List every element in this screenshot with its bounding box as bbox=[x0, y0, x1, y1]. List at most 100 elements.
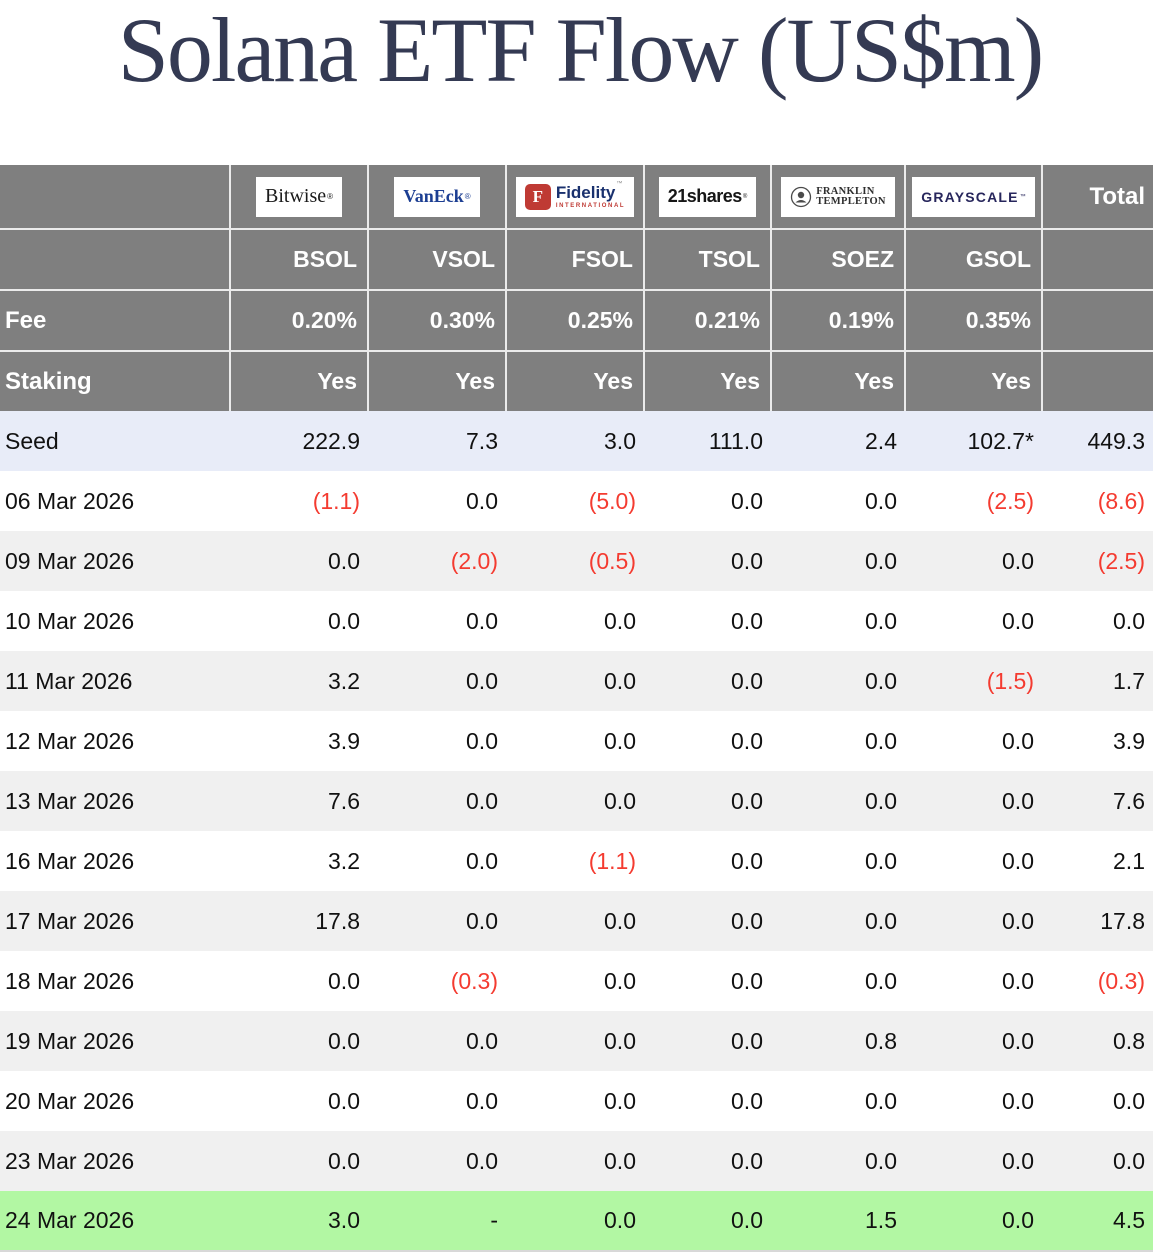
fidelity-f-icon: F bbox=[524, 183, 551, 210]
logo-text: Bitwise bbox=[264, 185, 327, 207]
value-cell: 0.0 bbox=[771, 831, 905, 891]
value-cell: 0.0 bbox=[644, 891, 771, 951]
value-cell: 0.0 bbox=[644, 471, 771, 531]
staking-row: Staking Yes Yes Yes Yes Yes Yes bbox=[0, 351, 1153, 411]
value-cell: - bbox=[368, 1191, 506, 1252]
value-cell: 0.0 bbox=[368, 1131, 506, 1191]
staking-cell: Yes bbox=[644, 351, 772, 411]
value-cell: 0.0 bbox=[905, 591, 1042, 651]
fee-cell: 0.20% bbox=[230, 290, 369, 352]
fee-cell: 0.35% bbox=[905, 290, 1043, 352]
franklin-logo-text: FRANKLIN TEMPLETON bbox=[816, 186, 886, 207]
ticker-cell: FSOL bbox=[506, 229, 645, 291]
value-cell: 222.9 bbox=[230, 411, 368, 471]
value-cell: 0.0 bbox=[230, 1011, 368, 1071]
grayscale-logo: GRAYSCALE ™ bbox=[912, 176, 1035, 217]
issuer-logo-cell: VanEck ® bbox=[368, 165, 507, 230]
value-cell: 0.0 bbox=[905, 531, 1042, 591]
value-cell: 0.0 bbox=[368, 471, 506, 531]
value-cell: (8.6) bbox=[1042, 471, 1153, 531]
value-cell: 2.4 bbox=[771, 411, 905, 471]
logo-text: VanEck bbox=[403, 186, 464, 206]
ticker-cell: TSOL bbox=[644, 229, 772, 291]
value-cell: 3.0 bbox=[506, 411, 644, 471]
value-cell: 0.0 bbox=[644, 1131, 771, 1191]
fee-cell: 0.25% bbox=[506, 290, 645, 352]
row-label: 16 Mar 2026 bbox=[0, 831, 230, 891]
issuer-logo-cell: 21shares ® bbox=[644, 165, 772, 230]
table-row: 18 Mar 2026 0.0 (0.3) 0.0 0.0 0.0 0.0 (0.3) bbox=[0, 951, 1153, 1011]
row-label: Seed bbox=[0, 411, 230, 471]
value-cell: 17.8 bbox=[230, 891, 368, 951]
value-cell: 0.0 bbox=[506, 771, 644, 831]
value-cell: (2.0) bbox=[368, 531, 506, 591]
value-cell: 0.0 bbox=[506, 1071, 644, 1131]
value-cell: 0.0 bbox=[230, 951, 368, 1011]
row-label: 13 Mar 2026 bbox=[0, 771, 230, 831]
value-cell: 0.0 bbox=[368, 1071, 506, 1131]
header-spacer-cell bbox=[0, 165, 231, 230]
fidelity-logo-text: Fidelity ™ INTERNATIONAL bbox=[555, 181, 625, 209]
value-cell: 0.0 bbox=[905, 1191, 1042, 1252]
fee-cell: 0.21% bbox=[644, 290, 772, 352]
value-cell: 0.0 bbox=[771, 1071, 905, 1131]
table-row: 20 Mar 2026 0.0 0.0 0.0 0.0 0.0 0.0 0.0 bbox=[0, 1071, 1153, 1131]
row-label: 11 Mar 2026 bbox=[0, 651, 230, 711]
value-cell: (1.1) bbox=[506, 831, 644, 891]
twentyone-logo: 21shares ® bbox=[658, 176, 757, 217]
staking-cell: Yes bbox=[506, 351, 645, 411]
value-cell: 0.8 bbox=[1042, 1011, 1153, 1071]
value-cell: 0.0 bbox=[771, 471, 905, 531]
value-cell: 111.0 bbox=[644, 411, 771, 471]
value-cell: 0.0 bbox=[771, 651, 905, 711]
value-cell: (0.3) bbox=[1042, 951, 1153, 1011]
fee-cell: 0.30% bbox=[368, 290, 507, 352]
row-label: 24 Mar 2026 bbox=[0, 1191, 230, 1252]
value-cell: 0.0 bbox=[771, 531, 905, 591]
value-cell: 449.3 bbox=[1042, 411, 1153, 471]
header-spacer-cell bbox=[1042, 351, 1153, 411]
value-cell: 4.5 bbox=[1042, 1191, 1153, 1252]
value-cell: 0.0 bbox=[644, 711, 771, 771]
franklin-emblem-icon bbox=[790, 186, 812, 208]
staking-cell: Yes bbox=[771, 351, 906, 411]
ticker-cell: SOEZ bbox=[771, 229, 906, 291]
logo-text-line2: TEMPLETON bbox=[816, 195, 886, 207]
row-label: 12 Mar 2026 bbox=[0, 711, 230, 771]
value-cell: (1.1) bbox=[230, 471, 368, 531]
table-row: 06 Mar 2026 (1.1) 0.0 (5.0) 0.0 0.0 (2.5) (8.6) bbox=[0, 471, 1153, 531]
staking-cell: Yes bbox=[368, 351, 507, 411]
value-cell: 0.0 bbox=[644, 1191, 771, 1252]
fee-row-label: Fee bbox=[0, 290, 231, 352]
value-cell: 0.0 bbox=[368, 771, 506, 831]
value-cell: 0.0 bbox=[230, 1071, 368, 1131]
row-label: 10 Mar 2026 bbox=[0, 591, 230, 651]
value-cell: 0.0 bbox=[1042, 591, 1153, 651]
value-cell: (0.3) bbox=[368, 951, 506, 1011]
row-label: 17 Mar 2026 bbox=[0, 891, 230, 951]
logo-text: GRAYSCALE bbox=[921, 188, 1019, 205]
value-cell: 3.2 bbox=[230, 651, 368, 711]
header-spacer-cell bbox=[0, 229, 231, 291]
row-label: 09 Mar 2026 bbox=[0, 531, 230, 591]
value-cell: 0.0 bbox=[230, 531, 368, 591]
issuer-logo-cell: FRANKLIN TEMPLETON bbox=[771, 165, 906, 230]
row-label: 06 Mar 2026 bbox=[0, 471, 230, 531]
table-row: Seed 222.9 7.3 3.0 111.0 2.4 102.7* 449.3 bbox=[0, 411, 1153, 471]
value-cell: 0.0 bbox=[771, 771, 905, 831]
value-cell: (2.5) bbox=[1042, 531, 1153, 591]
table-row: 09 Mar 2026 0.0 (2.0) (0.5) 0.0 0.0 0.0 (2.5) bbox=[0, 531, 1153, 591]
row-label: 19 Mar 2026 bbox=[0, 1011, 230, 1071]
value-cell: 0.0 bbox=[644, 771, 771, 831]
value-cell: 102.7* bbox=[905, 411, 1042, 471]
row-label: 18 Mar 2026 bbox=[0, 951, 230, 1011]
ticker-cell: BSOL bbox=[230, 229, 369, 291]
table-row: 17 Mar 2026 17.8 0.0 0.0 0.0 0.0 0.0 17.8 bbox=[0, 891, 1153, 951]
value-cell: 0.0 bbox=[905, 951, 1042, 1011]
table-row: 13 Mar 2026 7.6 0.0 0.0 0.0 0.0 0.0 7.6 bbox=[0, 771, 1153, 831]
value-cell: 0.0 bbox=[368, 891, 506, 951]
issuer-logo-cell: F Fidelity ™ INTERNATIONAL bbox=[506, 165, 645, 230]
fidelity-wordmark: Fidelity ™ bbox=[555, 181, 623, 202]
fee-row: Fee 0.20% 0.30% 0.25% 0.21% 0.19% 0.35% bbox=[0, 290, 1153, 352]
value-cell: 0.0 bbox=[905, 771, 1042, 831]
